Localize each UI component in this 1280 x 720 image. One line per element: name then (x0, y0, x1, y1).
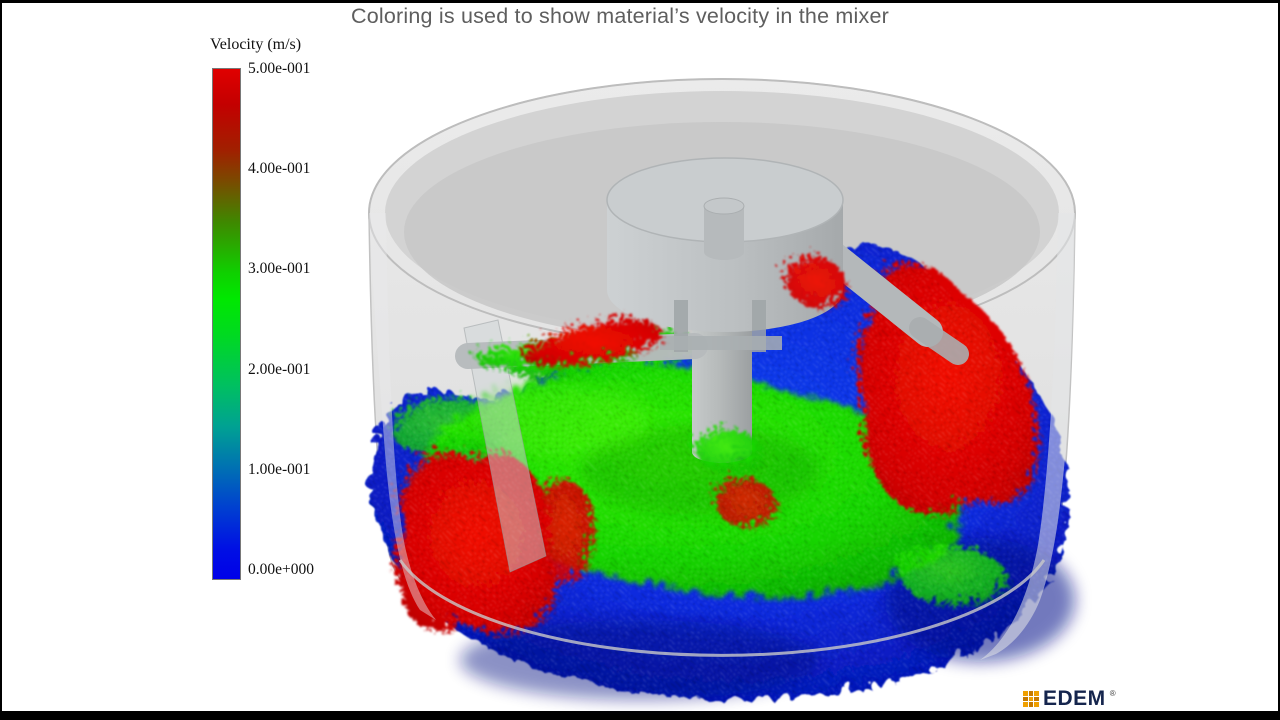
tick-label-max: 5.00e-001 (248, 60, 311, 77)
legend-title: Velocity (m/s) (210, 36, 302, 53)
letterbox-top (0, 0, 1280, 3)
letterbox-left (0, 0, 2, 720)
impeller-arm-left (455, 333, 708, 369)
letterbox-right (1278, 0, 1280, 720)
impeller-front-blade (463, 319, 547, 573)
impeller-assembly (455, 157, 969, 573)
registered-trademark-symbol: ® (1109, 689, 1116, 698)
tick-label-4: 4.00e-001 (248, 160, 311, 178)
edem-logo-text: EDEM (1043, 687, 1106, 710)
particle-bed (365, 240, 1075, 700)
impeller-hub-body (607, 200, 843, 332)
letterbox-bottom (0, 711, 1280, 720)
velocity-colorbar (212, 68, 241, 580)
particle-bed-blue (365, 240, 1064, 697)
red-velocity-region-right (852, 258, 1033, 510)
tick-label-2: 2.00e-001 (248, 360, 311, 378)
vessel-front-wall (369, 213, 1075, 660)
impeller-arm-right (813, 237, 943, 347)
red-velocity-region-left (390, 447, 552, 629)
mixer-vessel (368, 78, 1076, 675)
caption-title: Coloring is used to show material’s velo… (351, 4, 889, 28)
impeller-hub-top (606, 157, 844, 243)
edem-logo: EDEM ® (1023, 687, 1116, 711)
green-velocity-region (422, 356, 957, 592)
impeller-top-boss (703, 197, 745, 215)
foreground-particles (469, 251, 842, 465)
colorbar-tick-labels: 5.00e-001 4.00e-001 3.00e-001 2.00e-001 … (248, 61, 314, 578)
tick-label-1: 1.00e-001 (248, 460, 311, 478)
impeller-shaft-column (692, 288, 752, 463)
tick-label-min: 0.00e+000 (248, 560, 314, 578)
particle-speckle-overlay (365, 240, 1064, 697)
tick-label-3: 3.00e-001 (248, 260, 311, 278)
edem-grid-icon (1023, 691, 1039, 707)
